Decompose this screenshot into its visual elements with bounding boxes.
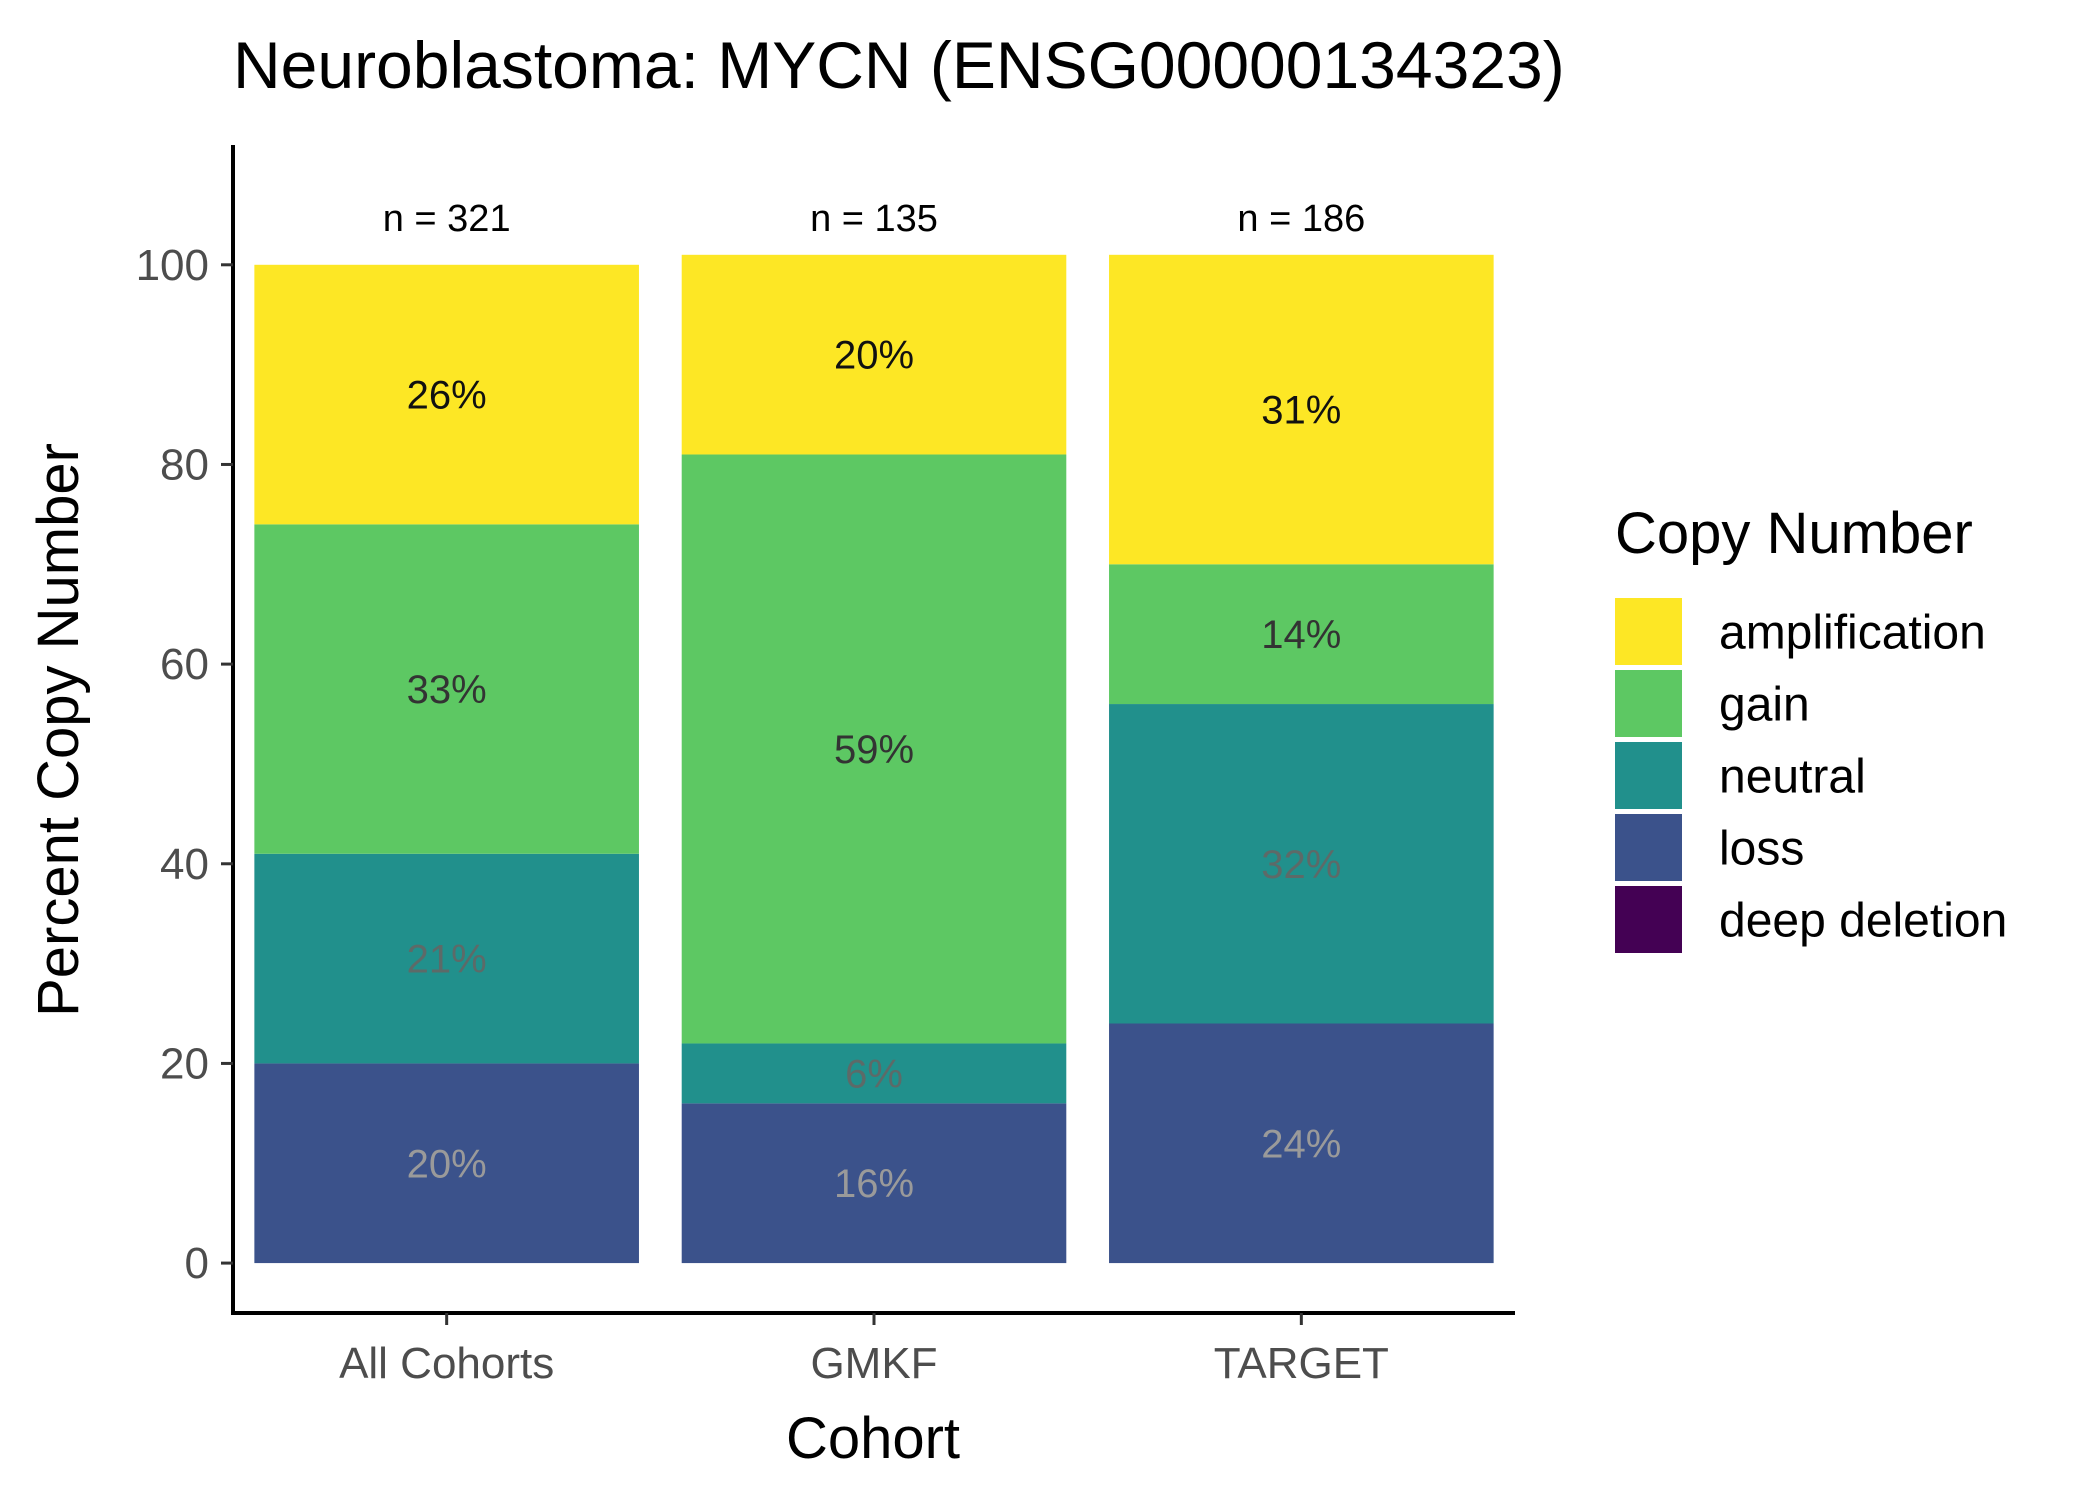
- x-ticks: All Cohorts GMKF TARGET: [339, 1313, 1389, 1388]
- legend-items: amplification gain neutral loss deep deletio…: [1615, 598, 2007, 953]
- legend-title: Copy Number: [1615, 501, 1973, 566]
- segment-label: 14%: [1261, 613, 1341, 657]
- n-label: n = 186: [1237, 198, 1365, 240]
- plot-area: 20% 21% 33% 26% 16% 6% 59% 20% 24% 32% 14% 31% n = …: [136, 145, 1515, 1388]
- x-axis-title: Cohort: [786, 1406, 960, 1471]
- x-tick-label: GMKF: [810, 1339, 937, 1388]
- legend-key-amplification: [1615, 598, 1682, 665]
- legend-key-deep-deletion: [1615, 886, 1682, 953]
- legend-label: loss: [1719, 823, 1804, 876]
- bar-loss-0: [254, 1063, 639, 1264]
- bar-loss-2: [1109, 1023, 1494, 1264]
- segment-label: 20%: [834, 334, 914, 378]
- n-labels: n = 321 n = 135 n = 186: [383, 198, 1366, 240]
- bar-gain-0: [254, 524, 639, 854]
- n-label: n = 321: [383, 198, 511, 240]
- y-ticks: 0 20 40 60 80 100: [136, 241, 233, 1288]
- y-tick-label: 100: [136, 241, 209, 290]
- legend-label: gain: [1719, 679, 1810, 732]
- y-tick-label: 20: [160, 1039, 209, 1088]
- y-tick-label: 40: [160, 840, 209, 889]
- segment-label: 31%: [1261, 389, 1341, 433]
- legend-key-neutral: [1615, 742, 1682, 809]
- legend-label: deep deletion: [1719, 895, 2007, 948]
- segment-label: 16%: [834, 1162, 914, 1206]
- legend-label: amplification: [1719, 607, 1986, 660]
- bar-loss-1: [681, 1103, 1067, 1264]
- x-tick-label: TARGET: [1214, 1339, 1389, 1388]
- segment-label: 33%: [407, 668, 487, 712]
- x-tick-label: All Cohorts: [339, 1339, 554, 1388]
- y-tick-label: 60: [160, 640, 209, 689]
- segment-label: 20%: [407, 1142, 487, 1186]
- bar-neutral-2: [1109, 704, 1494, 1024]
- segment-label: 32%: [1261, 843, 1341, 887]
- segment-label: 59%: [834, 728, 914, 772]
- chart-title: Neuroblastoma: MYCN (ENSG00000134323): [233, 28, 1565, 102]
- y-axis-title: Percent Copy Number: [26, 443, 91, 1017]
- bar-neutral-0: [254, 853, 639, 1064]
- segment-label: 24%: [1261, 1122, 1341, 1166]
- bar-gain-1: [681, 454, 1067, 1044]
- bar-amplification-0: [254, 264, 639, 525]
- y-tick-label: 0: [185, 1239, 209, 1288]
- y-tick-label: 80: [160, 440, 209, 489]
- bar-amplification-2: [1109, 254, 1494, 565]
- bar-gain-2: [1109, 564, 1494, 705]
- legend-key-loss: [1615, 814, 1682, 881]
- bars: 20% 21% 33% 26% 16% 6% 59% 20% 24% 32% 14% 31%: [254, 254, 1494, 1264]
- legend: Copy Number amplification gain neutral loss…: [1615, 501, 2007, 953]
- segment-label: 21%: [407, 938, 487, 982]
- segment-label: 6%: [845, 1052, 903, 1096]
- legend-key-gain: [1615, 670, 1682, 737]
- segment-label: 26%: [407, 374, 487, 418]
- bar-neutral-1: [681, 1043, 1067, 1104]
- bar-amplification-1: [681, 254, 1067, 455]
- n-label: n = 135: [810, 198, 938, 240]
- legend-label: neutral: [1719, 751, 1866, 804]
